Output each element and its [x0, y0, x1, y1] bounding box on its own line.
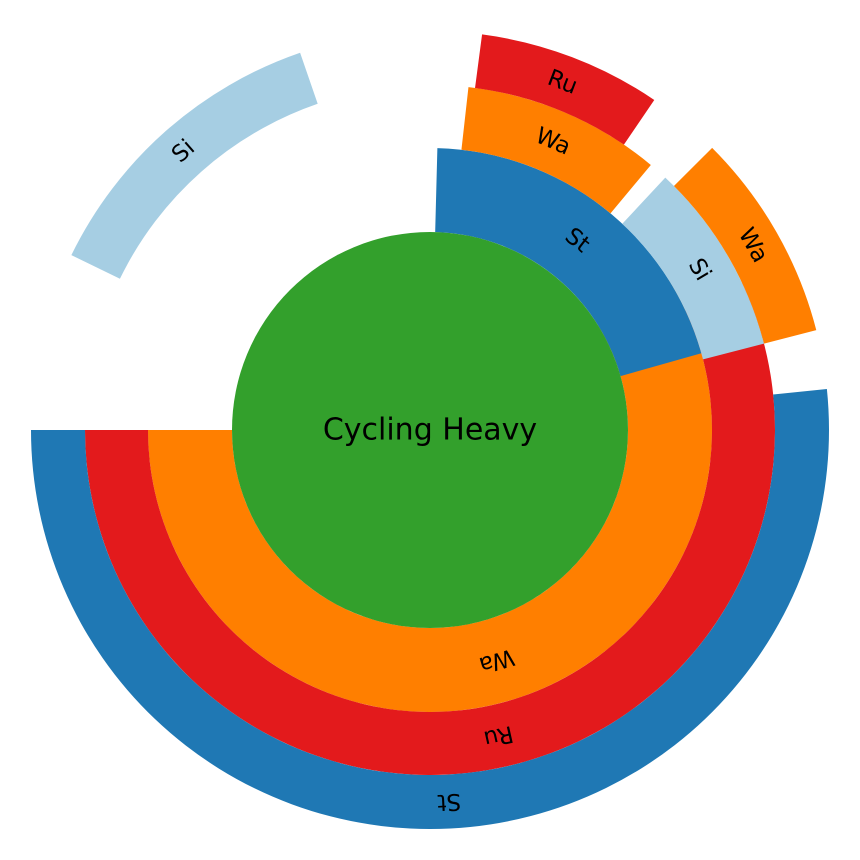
segment-0-0-0 — [31, 388, 829, 829]
segment-1-1 — [622, 177, 765, 360]
segment-1-0 — [461, 87, 651, 214]
root-segment — [232, 232, 628, 628]
segment-label-0-0: Ru — [481, 720, 515, 752]
segment-0-0-1 — [71, 52, 318, 279]
segment-1 — [435, 148, 702, 377]
segment-label-0-0-0: St — [437, 788, 462, 815]
root-label: Cycling Heavy — [323, 413, 537, 448]
segment-1-1-0 — [673, 147, 817, 344]
segment-1-0-0 — [475, 34, 655, 145]
segment-0 — [148, 279, 712, 712]
